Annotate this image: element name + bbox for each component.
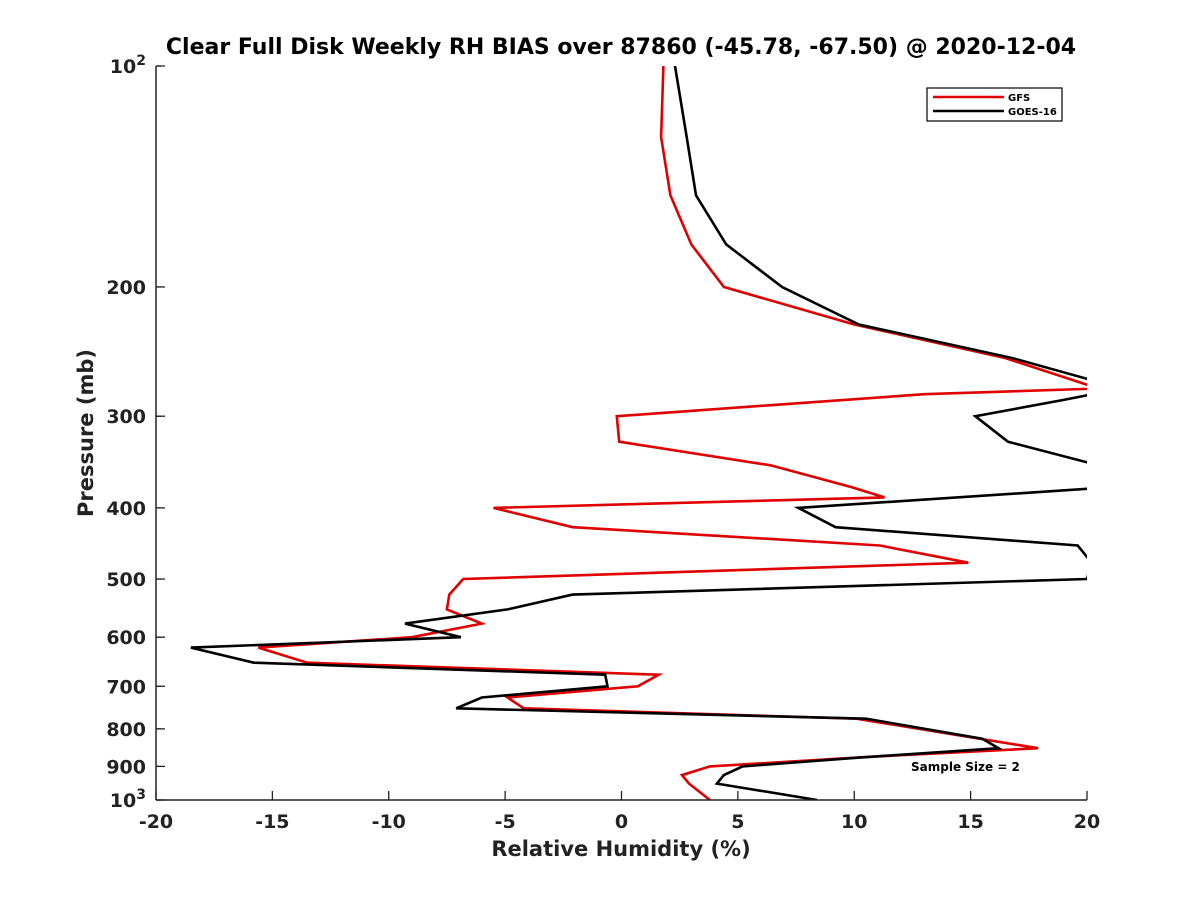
y-tick-label: 200 (106, 277, 146, 299)
legend-label-gfs: GFS (1008, 93, 1030, 104)
x-tick-label: 20 (1074, 811, 1100, 833)
x-tick-label: -10 (372, 811, 406, 833)
x-axis-label: Relative Humidity (%) (491, 837, 750, 861)
x-tick-label: -15 (255, 811, 289, 833)
y-tick-label: 102 (110, 53, 146, 78)
chart-title: Clear Full Disk Weekly RH BIAS over 8786… (166, 35, 1076, 60)
legend-label-goes16: GOES-16 (1008, 107, 1057, 118)
y-axis-label: Pressure (mb) (74, 349, 98, 517)
x-axis-ticks: -20 -15 -10 -5 0 5 10 15 20 (139, 791, 1100, 833)
x-tick-label: -5 (495, 811, 516, 833)
y-tick-label: 600 (106, 627, 146, 649)
series-line-goes-16 (190, 66, 1087, 800)
y-tick-label: 700 (106, 676, 146, 698)
y-tick-label: 900 (106, 756, 146, 778)
x-tick-label: 5 (731, 811, 744, 833)
x-tick-label: 10 (841, 811, 867, 833)
y-tick-label: 400 (106, 498, 146, 520)
x-tick-label: 0 (615, 811, 628, 833)
x-tick-label: 15 (957, 811, 983, 833)
sample-size-annotation: Sample Size = 2 (911, 760, 1020, 774)
series-layer (190, 66, 1087, 800)
y-tick-label: 800 (106, 719, 146, 741)
x-tick-label: -20 (139, 811, 173, 833)
y-tick-label: 300 (106, 406, 146, 428)
legend: GFS GOES-16 (926, 87, 1063, 122)
y-tick-label: 500 (106, 569, 146, 591)
y-axis-ticks: 102 200 300 400 500 600 700 800 900 103 (106, 53, 165, 812)
y-tick-label: 103 (110, 787, 146, 812)
legend-box (926, 87, 1063, 122)
